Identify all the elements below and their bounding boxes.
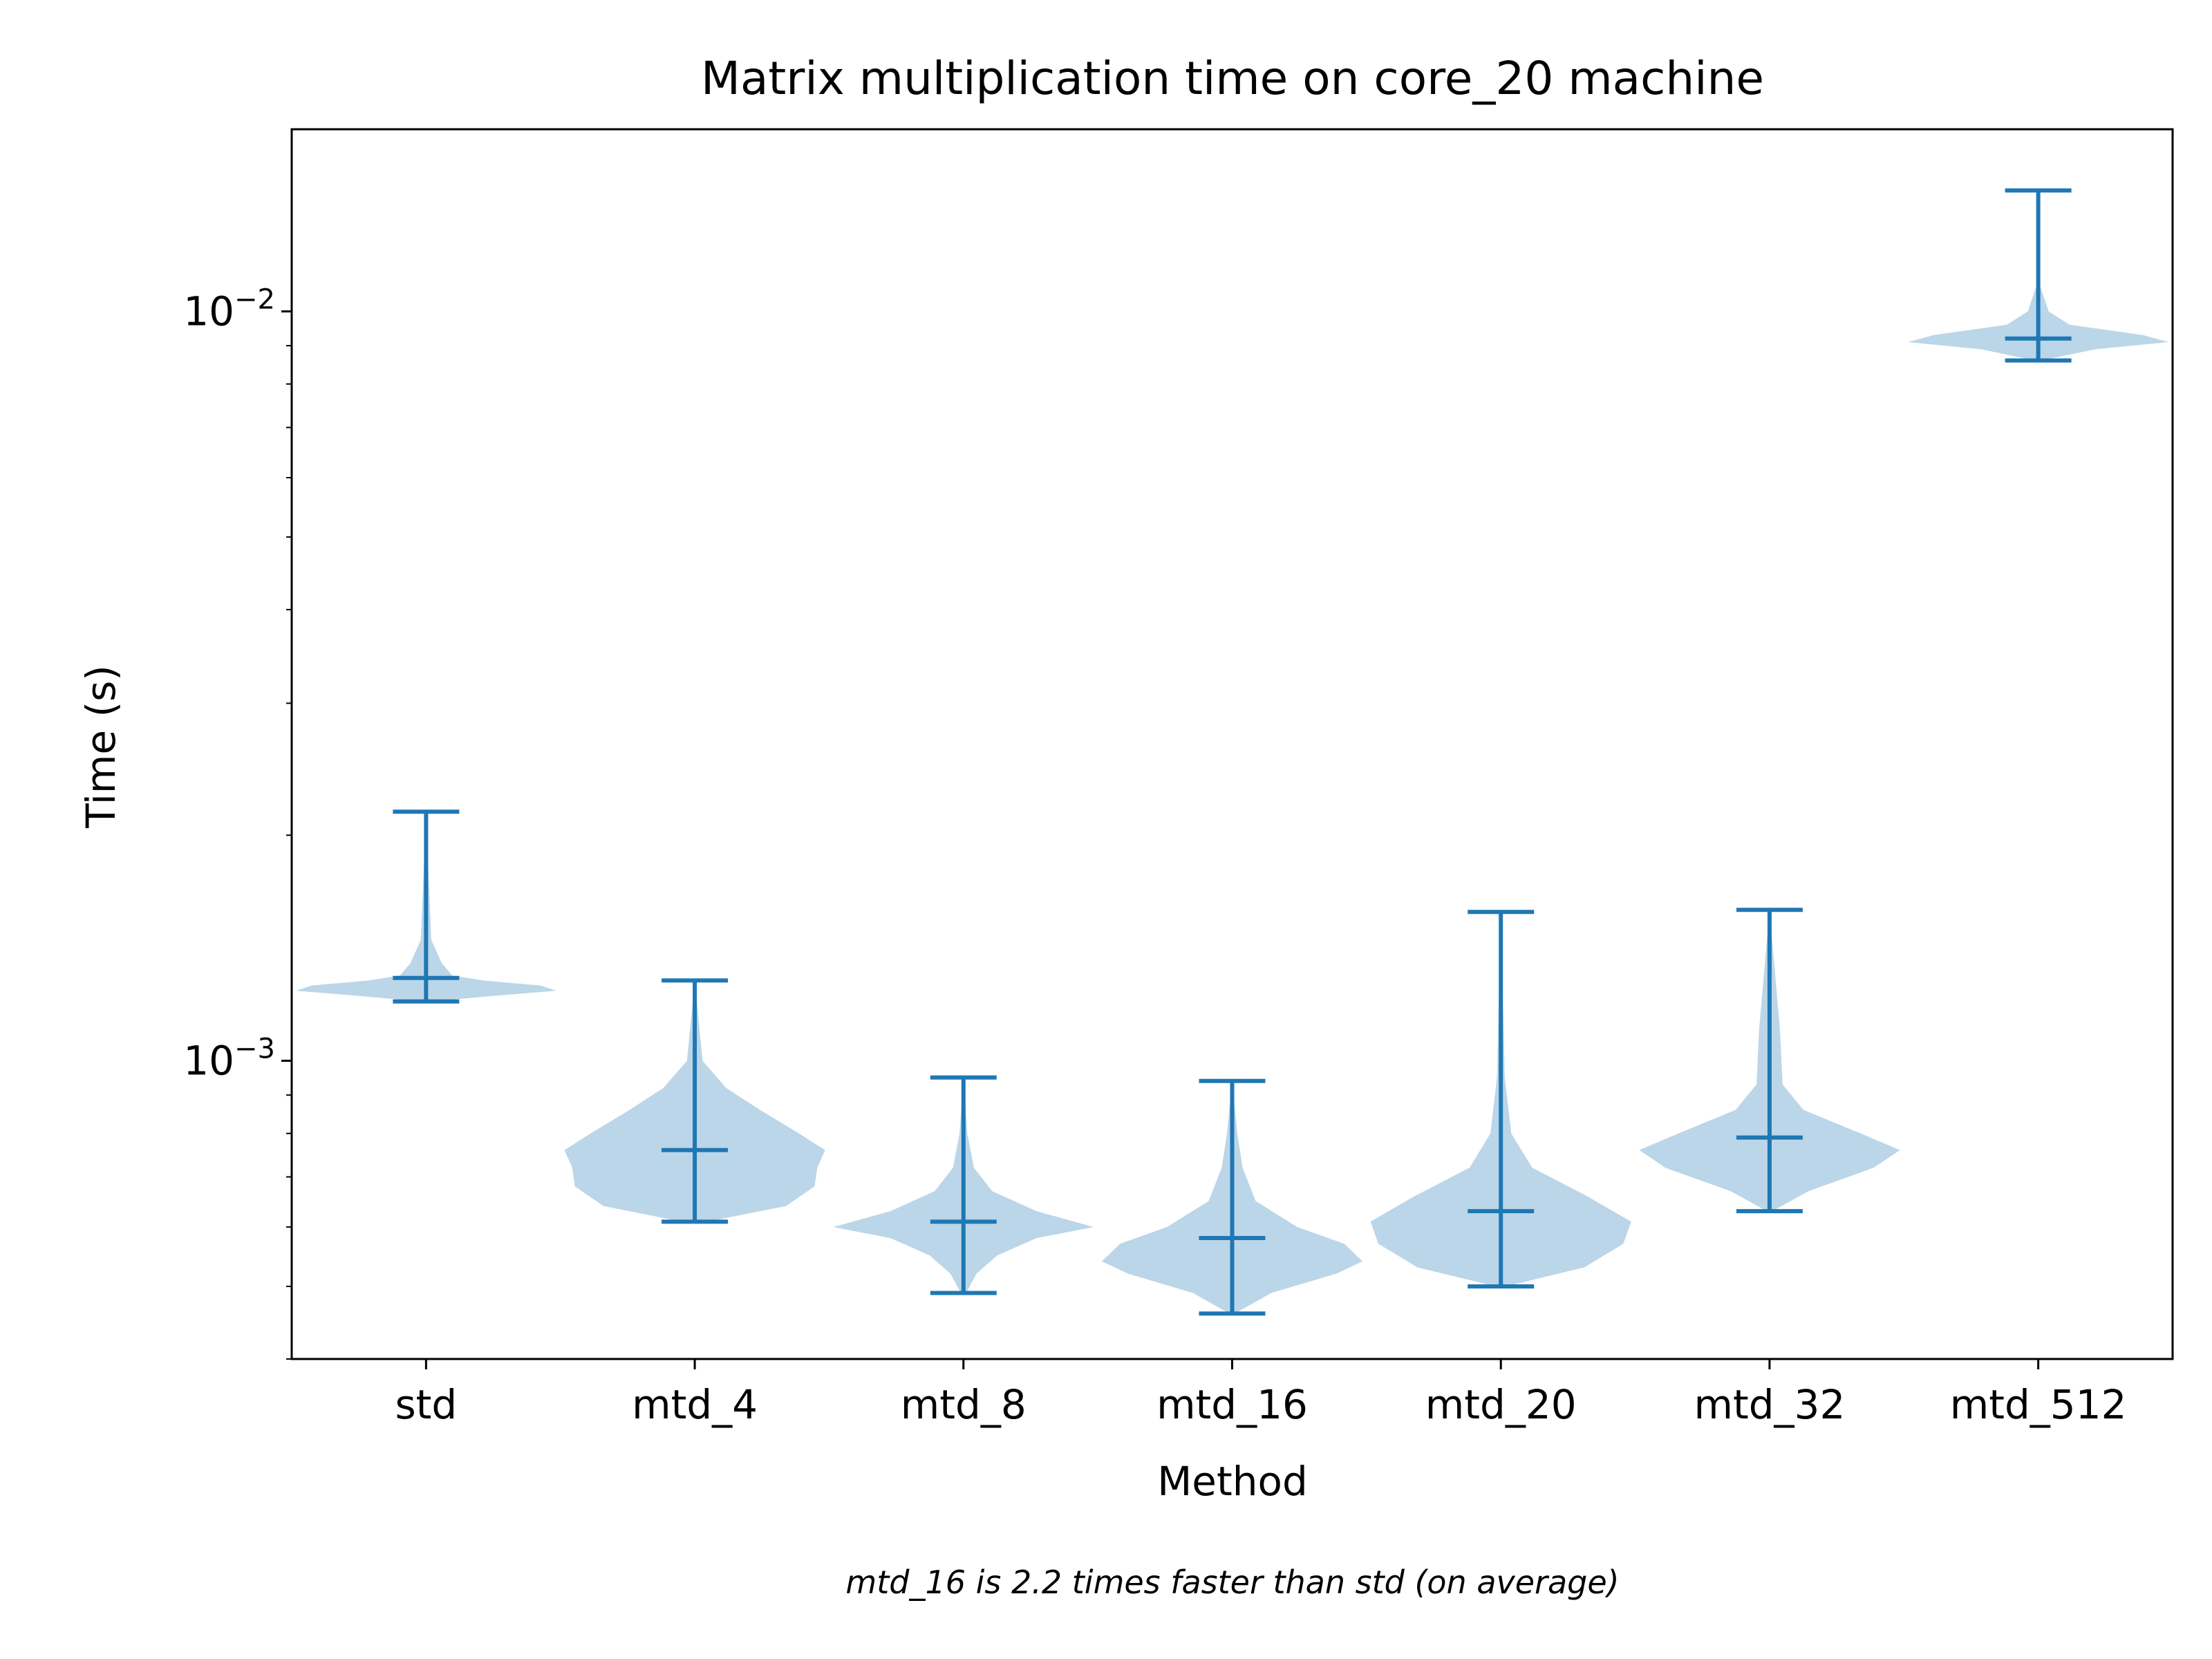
whisker-layer	[393, 188, 2072, 1316]
plot-frame	[290, 128, 2174, 1360]
x-axis-label: Method	[1157, 1458, 1308, 1505]
x-tick-label: mtd_32	[1694, 1381, 1845, 1428]
x-axis-ticks: std mtd_4 mtd_8 mtd_16 mtd_20 mtd_32 mtd_512	[395, 1359, 2127, 1428]
x-tick-label: std	[395, 1381, 457, 1428]
x-tick-label: mtd_512	[1950, 1381, 2127, 1428]
footnote-annotation: mtd_16 is 2.2 times faster than std (on …	[845, 1564, 1619, 1601]
x-tick-label: mtd_20	[1425, 1381, 1577, 1428]
x-tick-label: mtd_8	[901, 1381, 1027, 1428]
chart-title: Matrix multiplication time on core_20 ma…	[701, 52, 1764, 105]
y-axis-ticks: 10−3 10−2	[183, 283, 292, 1360]
x-tick-label: mtd_4	[632, 1381, 758, 1428]
y-tick-label: 10−3	[183, 1033, 275, 1085]
y-tick-label: 10−2	[183, 283, 275, 335]
x-tick-label: mtd_16	[1156, 1381, 1308, 1428]
y-axis-label: Time (s)	[77, 665, 124, 829]
